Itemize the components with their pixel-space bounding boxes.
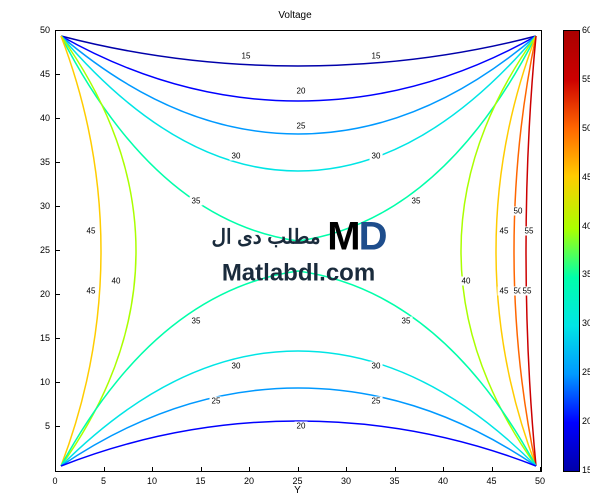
contour-label: 55: [521, 287, 534, 296]
contour-label: 45: [498, 287, 511, 296]
x-tick-label: 10: [147, 476, 157, 486]
colorbar-tick-label: 60: [582, 25, 590, 35]
plot-area: 1515202530303535404045454545505055553535…: [55, 30, 542, 472]
y-tick-label: 10: [30, 377, 50, 387]
contour-label: 25: [295, 122, 308, 131]
colorbar-tick-label: 35: [582, 269, 590, 279]
colorbar-tick-label: 50: [582, 123, 590, 133]
contour-label: 35: [190, 197, 203, 206]
x-tick-label: 30: [341, 476, 351, 486]
colorbar-tick-label: 40: [582, 221, 590, 231]
contour-label: 50: [512, 207, 525, 216]
watermark-logo: MD: [327, 215, 385, 260]
chart-title: Voltage: [0, 10, 590, 21]
contour-label: 35: [410, 197, 423, 206]
y-tick-label: 25: [30, 245, 50, 255]
contour-label: 30: [230, 362, 243, 371]
contour-label: 55: [523, 227, 536, 236]
contour-label: 35: [190, 317, 203, 326]
x-axis-label: Y: [55, 485, 540, 496]
x-tick-label: 25: [292, 476, 302, 486]
y-tick-label: 35: [30, 157, 50, 167]
x-tick-label: 40: [438, 476, 448, 486]
x-tick-label: 15: [195, 476, 205, 486]
contour-label: 20: [295, 422, 308, 431]
y-tick-label: 15: [30, 333, 50, 343]
colorbar-tick-label: 30: [582, 318, 590, 328]
contour-label: 25: [370, 397, 383, 406]
figure-container: Voltage: [0, 0, 590, 504]
x-tick-label: 50: [535, 476, 545, 486]
contour-label: 40: [110, 277, 123, 286]
y-tick-label: 30: [30, 201, 50, 211]
colorbar-tick-label: 45: [582, 172, 590, 182]
x-tick-label: 35: [389, 476, 399, 486]
colorbar-tick-label: 20: [582, 416, 590, 426]
colorbar: [563, 30, 580, 472]
contour-label: 45: [85, 227, 98, 236]
contour-label: 15: [240, 52, 253, 61]
x-tick-label: 45: [486, 476, 496, 486]
y-tick-label: 20: [30, 289, 50, 299]
contour-label: 45: [498, 227, 511, 236]
watermark: مطلب دی ال MD Matlabdl.com: [211, 215, 385, 288]
watermark-text: Matlabdl.com: [211, 260, 385, 288]
contour-label: 20: [295, 87, 308, 96]
colorbar-tick-label: 15: [582, 465, 590, 475]
contour-label: 30: [370, 362, 383, 371]
contour-label: 25: [210, 397, 223, 406]
watermark-arabic: مطلب دی ال: [211, 226, 320, 248]
contour-label: 30: [230, 152, 243, 161]
y-tick-label: 45: [30, 69, 50, 79]
colorbar-tick-label: 55: [582, 74, 590, 84]
x-tick-label: 0: [52, 476, 57, 486]
x-tick-label: 20: [244, 476, 254, 486]
colorbar-tick-label: 25: [582, 367, 590, 377]
contour-label: 30: [370, 152, 383, 161]
contour-label: 45: [85, 287, 98, 296]
y-tick-label: 40: [30, 113, 50, 123]
contour-label: 15: [370, 52, 383, 61]
x-tick-label: 5: [101, 476, 106, 486]
y-tick-label: 50: [30, 25, 50, 35]
y-tick-label: 5: [30, 421, 50, 431]
contour-label: 35: [400, 317, 413, 326]
contour-label: 40: [460, 277, 473, 286]
